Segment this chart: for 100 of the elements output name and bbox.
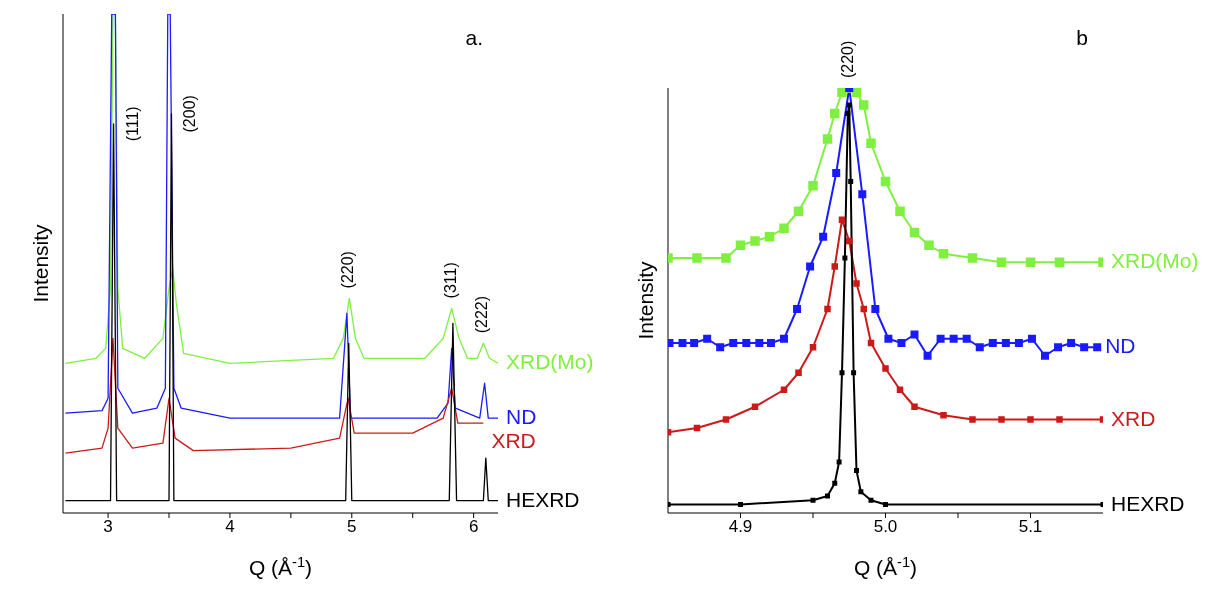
point (721, 253, 731, 263)
point (846, 102, 852, 108)
point (1025, 257, 1036, 267)
point (793, 305, 802, 313)
point (755, 339, 764, 347)
annotation: a. (465, 26, 483, 50)
series-label: XRD(Mo) (506, 349, 594, 373)
point (806, 262, 815, 271)
point (678, 339, 687, 347)
point (975, 343, 984, 352)
point (851, 370, 857, 376)
point (895, 206, 905, 216)
point (848, 179, 854, 184)
point (735, 240, 746, 250)
point (825, 493, 830, 499)
point (851, 88, 862, 97)
point (909, 227, 920, 238)
point (1027, 416, 1034, 423)
point (883, 502, 888, 507)
point (1041, 351, 1049, 360)
point (845, 111, 851, 116)
series-label: ND (1105, 333, 1136, 357)
point (969, 416, 976, 423)
point (1056, 416, 1063, 423)
point (738, 502, 743, 507)
annotation: (220) (839, 40, 857, 78)
x-tick-label: 3 (103, 517, 113, 537)
point (692, 253, 702, 263)
annotation: (111) (123, 106, 141, 142)
point (936, 334, 945, 343)
point (949, 334, 958, 343)
point (924, 240, 934, 250)
x-tick-label: 6 (468, 517, 479, 537)
point (1001, 339, 1010, 347)
point (742, 339, 751, 347)
point (858, 489, 864, 495)
series-label: HEXRD (506, 487, 580, 511)
point (750, 236, 760, 246)
point (1027, 334, 1036, 343)
point (897, 339, 906, 347)
point (858, 190, 867, 199)
point (882, 365, 889, 372)
x-tick-label: 5.1 (1018, 517, 1043, 537)
point (866, 138, 876, 148)
point (842, 255, 848, 261)
x-tick-label: 4 (225, 517, 235, 537)
series-label: XRD (1111, 406, 1156, 430)
point (1067, 339, 1076, 347)
point (923, 351, 932, 360)
point (998, 416, 1005, 423)
point (837, 88, 847, 97)
point (780, 334, 788, 343)
point (766, 339, 775, 347)
point (764, 232, 775, 242)
x-tick-label: 5.0 (873, 517, 898, 537)
x-axis-title: Q (Å$^{-1}$) (853, 554, 918, 579)
annotation: (220) (339, 251, 357, 289)
point (967, 253, 978, 263)
series-label: ND (506, 404, 537, 428)
point (910, 330, 919, 339)
point (703, 334, 712, 343)
point (1080, 343, 1089, 352)
point (859, 100, 869, 110)
point (1093, 343, 1102, 352)
point (832, 169, 841, 177)
point (996, 257, 1007, 267)
point (1054, 343, 1063, 352)
point (962, 334, 971, 343)
point (830, 108, 840, 119)
series-label: XRD (491, 428, 536, 452)
point (831, 263, 838, 270)
point (832, 480, 838, 486)
point (824, 305, 831, 313)
point (1014, 339, 1023, 347)
point (853, 280, 860, 287)
point (871, 305, 880, 313)
point (988, 339, 997, 347)
point (938, 249, 949, 259)
point (868, 497, 874, 503)
point (1054, 257, 1065, 267)
point (729, 339, 738, 347)
point (716, 343, 725, 352)
annotation: (200) (181, 95, 199, 133)
point (884, 334, 893, 343)
point (793, 206, 804, 216)
point (880, 176, 891, 187)
point (839, 370, 845, 376)
point (822, 134, 833, 144)
point (809, 344, 817, 351)
x-axis-title: Q (Å$^{-1}$) (248, 554, 313, 579)
series-label: XRD(Mo) (1111, 248, 1199, 272)
point (690, 339, 699, 347)
annotation: (311) (441, 262, 459, 299)
point (779, 223, 789, 233)
point (854, 468, 859, 473)
x-tick-label: 4.9 (728, 517, 753, 537)
point (795, 369, 802, 376)
point (819, 232, 828, 241)
text: b (1076, 26, 1088, 50)
point (836, 459, 842, 465)
